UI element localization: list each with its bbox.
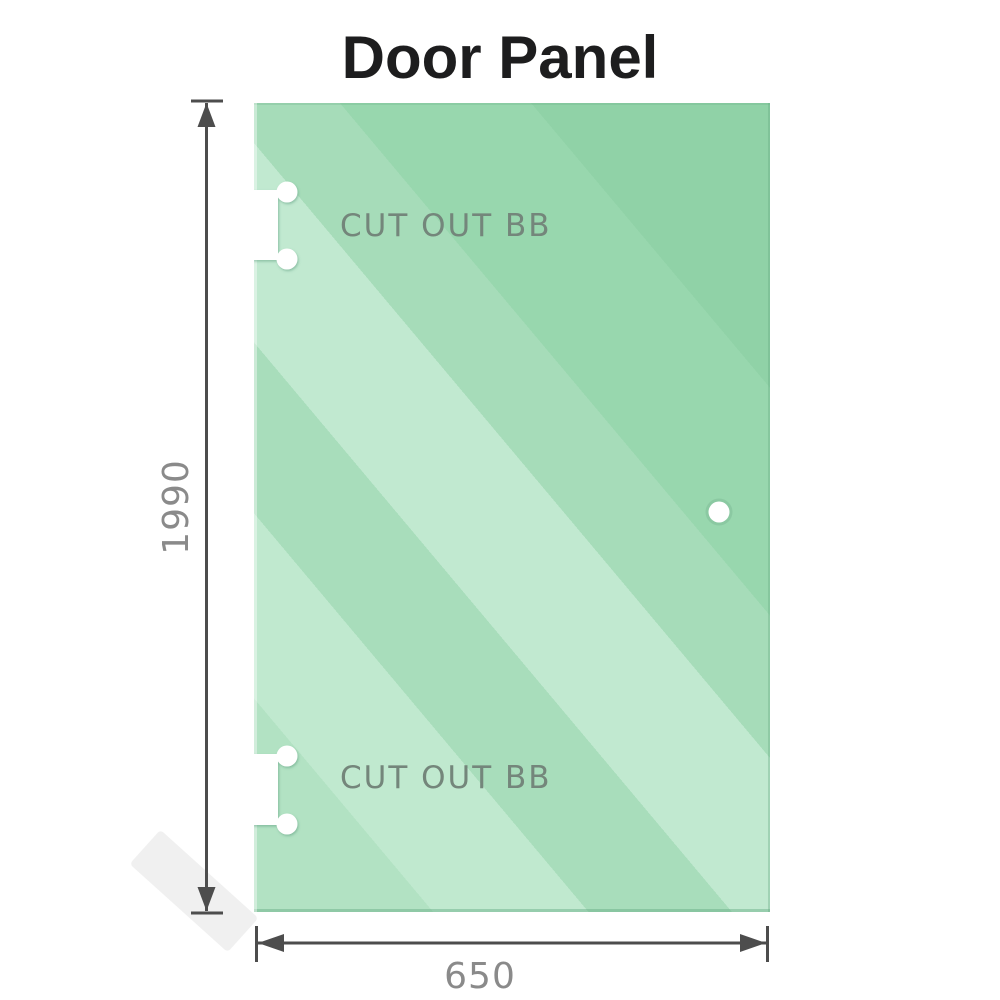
cutout-label-top: CUT OUT BB [340, 208, 552, 244]
panel-features [254, 181, 733, 835]
arrowhead-left-icon [258, 934, 284, 952]
diagram-title: Door Panel [341, 24, 659, 91]
height-dimension-arrow [191, 99, 223, 915]
width-dimension-value: 650 [444, 956, 516, 997]
arrowhead-up-icon [197, 103, 216, 127]
cutout-label-bottom: CUT OUT BB [340, 760, 552, 796]
handle-hole [705, 498, 733, 526]
arrowhead-down-icon [197, 887, 216, 911]
hinge-cutout-bottom [254, 745, 298, 835]
width-dimension-arrow [255, 926, 769, 962]
arrowhead-right-icon [740, 934, 766, 952]
height-dimension-value: 1990 [156, 459, 197, 555]
glass-panel: CUT OUT BB CUT OUT BB [254, 103, 770, 912]
hinge-cutout-top [254, 181, 298, 270]
